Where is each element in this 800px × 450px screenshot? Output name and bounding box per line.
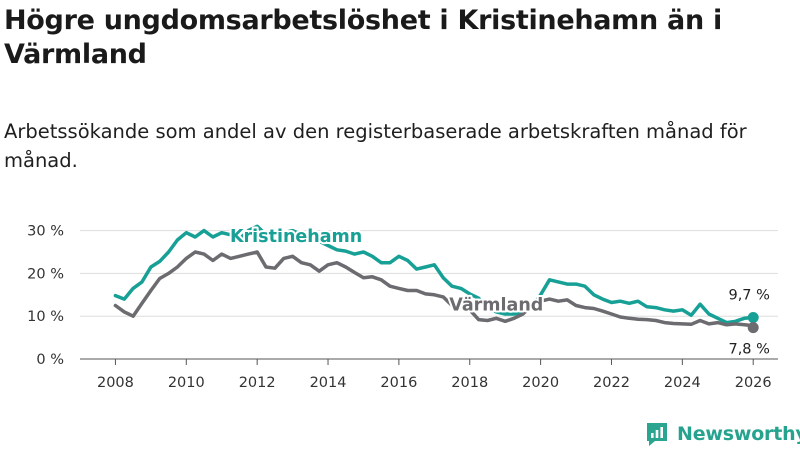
x-tick-label: 2010 bbox=[168, 375, 205, 391]
chart-subtitle: Arbetssökande som andel av den registerb… bbox=[4, 120, 747, 172]
y-tick-label: 10 % bbox=[27, 309, 64, 325]
end-label-varmland: 7,8 % bbox=[728, 342, 769, 358]
series-label-kristinehamn: Kristinehamn bbox=[230, 227, 362, 247]
y-tick-label: 30 % bbox=[27, 224, 64, 240]
x-tick-label: 2018 bbox=[451, 375, 488, 391]
x-tick-label: 2014 bbox=[310, 375, 347, 391]
x-tick-label: 2012 bbox=[239, 375, 276, 391]
x-tick-label: 2020 bbox=[522, 375, 559, 391]
y-tick-label: 0 % bbox=[36, 352, 64, 368]
chart-title: Högre ungdomsarbetslöshet i Kristinehamn… bbox=[4, 5, 722, 70]
x-tick-label: 2016 bbox=[380, 375, 417, 391]
series-label-varmland: Värmland bbox=[449, 296, 543, 316]
end-point-varmland bbox=[747, 322, 759, 334]
series-line-kristinehamn bbox=[113, 224, 755, 325]
x-tick-label: 2022 bbox=[593, 375, 630, 391]
y-tick-label: 20 % bbox=[27, 266, 64, 282]
brand-name: Newsworthy bbox=[677, 423, 800, 445]
x-tick-label: 2008 bbox=[97, 375, 134, 391]
newsworthy-logo-icon bbox=[647, 423, 667, 446]
x-tick-label: 2024 bbox=[664, 375, 701, 391]
x-tick-label: 2026 bbox=[735, 375, 772, 391]
series-line-varmland bbox=[113, 250, 755, 328]
end-point-kristinehamn bbox=[747, 311, 759, 323]
end-label-kristinehamn: 9,7 % bbox=[728, 287, 769, 303]
brand-logo[interactable]: Newsworthy bbox=[645, 419, 800, 449]
